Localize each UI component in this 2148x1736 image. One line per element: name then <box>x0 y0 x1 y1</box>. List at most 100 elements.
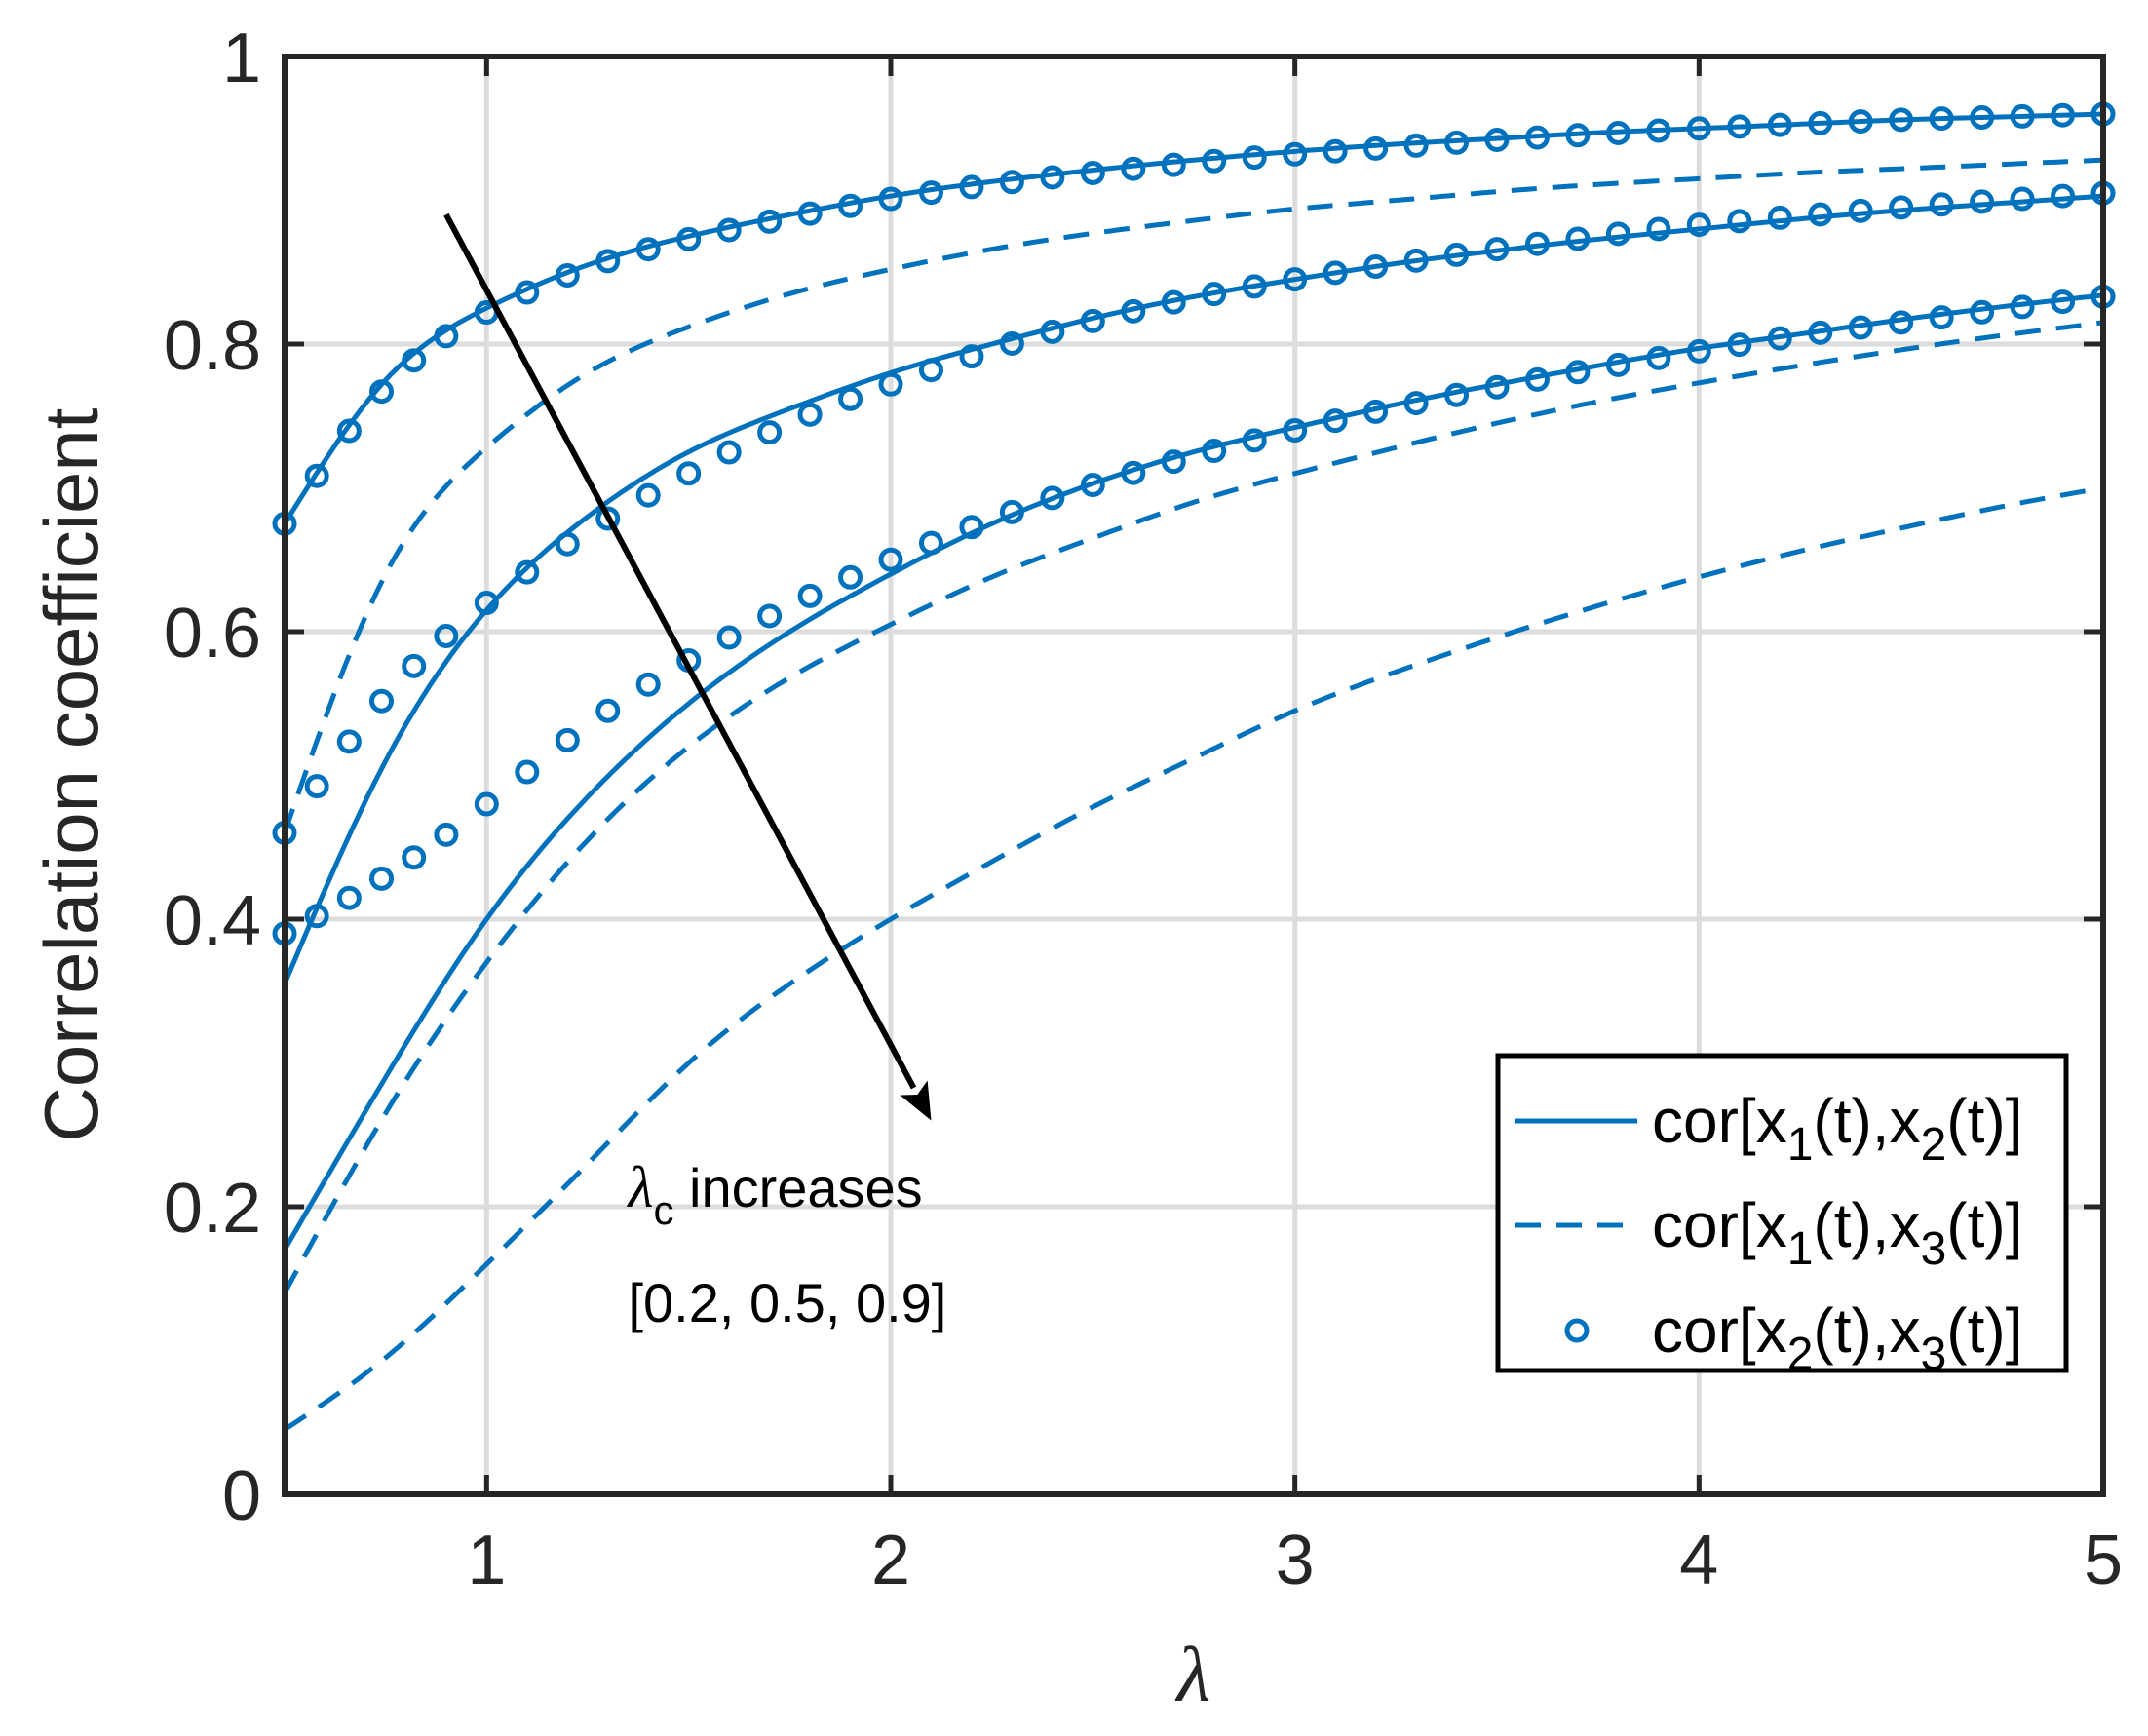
series-marker <box>1080 308 1105 333</box>
legend-entry-3-prefix: cor[x <box>1652 1295 1787 1366</box>
series-marker <box>2010 294 2035 320</box>
series-marker <box>1767 112 1792 137</box>
series-marker <box>369 379 395 405</box>
legend-entry-2-suffix: (t)] <box>1946 1190 2022 1260</box>
legend-entry-3-sub1: 2 <box>1787 1329 1814 1380</box>
series-marker <box>959 174 984 200</box>
series-marker <box>1121 298 1146 324</box>
series-marker <box>1444 130 1470 155</box>
series-marker <box>635 237 661 262</box>
series-marker <box>1484 237 1510 262</box>
x-tick-label: 4 <box>1679 1522 1718 1600</box>
series-marker <box>1524 366 1550 392</box>
series-marker <box>1646 216 1671 242</box>
x-tick-label: 1 <box>467 1522 506 1600</box>
series-marker <box>402 845 427 870</box>
y-tick-label: 0.4 <box>164 882 261 960</box>
series-marker <box>434 623 459 648</box>
series-marker <box>1283 267 1308 292</box>
series-marker <box>1727 332 1752 358</box>
series-marker <box>1283 418 1308 443</box>
series-marker <box>1444 242 1470 267</box>
legend-entry-2-mid: (t),x <box>1813 1190 1920 1260</box>
lambda-c-values-label: [0.2, 0.5, 0.9] <box>628 1272 946 1333</box>
series-marker <box>757 209 783 234</box>
series-marker <box>474 591 499 615</box>
series-marker <box>1283 141 1308 167</box>
series-marker <box>635 482 661 508</box>
x-axis-label: λ <box>1175 1633 1211 1718</box>
series-marker <box>304 904 329 929</box>
axis-tick-labels: 1 2 3 4 5 0 0.2 0.4 0.6 0.8 1 <box>164 19 2123 1600</box>
legend-entry-2-sub1: 1 <box>1787 1223 1814 1275</box>
y-tick-label: 0.2 <box>164 1170 261 1248</box>
series-marker <box>1161 289 1186 315</box>
legend-marker-sample <box>1564 1318 1590 1343</box>
series-marker <box>555 531 580 557</box>
series-marker <box>1889 310 1914 335</box>
legend: cor[x1(t),x2(t)] cor[x1(t),x3(t)] cor[x2… <box>1495 1053 2069 1380</box>
series-marker <box>676 226 702 251</box>
y-tick-label: 0.6 <box>164 595 261 673</box>
series-marker <box>878 371 903 397</box>
series-marker <box>1403 248 1429 273</box>
series-marker <box>1403 391 1429 416</box>
series-marker <box>1403 133 1429 158</box>
series-marker <box>1929 192 1954 217</box>
series-marker <box>1161 449 1186 475</box>
series-marker <box>1605 120 1630 145</box>
series-marker <box>1970 104 1995 130</box>
series-marker <box>797 402 823 427</box>
legend-entry-3-mid: (t),x <box>1813 1295 1920 1366</box>
solid-series-line <box>282 292 2104 1252</box>
series-marker <box>1848 315 1873 340</box>
solid-series-line <box>282 193 2104 985</box>
legend-entry-1-sub1: 1 <box>1787 1119 1814 1171</box>
annotation-layer: λc increases [0.2, 0.5, 0.9] <box>443 212 946 1333</box>
series-marker <box>1767 205 1792 230</box>
series-marker <box>716 440 742 465</box>
legend-entry-2-sub2: 3 <box>1921 1223 1947 1275</box>
series-marker <box>1970 299 1995 325</box>
series-marker <box>1970 189 1995 214</box>
series-marker <box>959 515 984 540</box>
series-marker <box>1080 160 1105 185</box>
series-marker <box>878 186 903 212</box>
series-marker <box>595 506 621 531</box>
dashed-series-line <box>282 320 2104 1294</box>
series-marker <box>838 386 863 411</box>
series-marker <box>918 530 943 556</box>
series-marker <box>1202 282 1227 307</box>
series-marker <box>1121 460 1146 485</box>
series-marker <box>1686 212 1711 238</box>
series-marker <box>2010 103 2035 129</box>
series-marker <box>716 217 742 243</box>
legend-entry-1-mid: (t),x <box>1813 1086 1920 1156</box>
series-marker <box>797 583 823 608</box>
series-marker <box>1646 118 1671 143</box>
series-marker <box>1889 195 1914 220</box>
legend-entry-1-suffix: (t)] <box>1946 1086 2022 1156</box>
series-marker <box>1605 221 1630 247</box>
x-tick-label: 3 <box>1276 1522 1315 1600</box>
y-tick-label: 0 <box>222 1457 261 1535</box>
series-marker <box>1323 138 1348 164</box>
legend-entry-3-sub2: 3 <box>1921 1329 1947 1380</box>
series-marker <box>1080 473 1105 498</box>
legend-entry-1-sub2: 2 <box>1921 1119 1947 1171</box>
series-marker <box>1363 135 1389 161</box>
series-marker <box>878 547 903 572</box>
y-axis-label: Correlation coefficient <box>28 407 114 1141</box>
series-marker <box>402 653 427 678</box>
solid-series-line <box>282 111 2104 525</box>
series-marker <box>999 170 1024 195</box>
series-marker <box>1929 305 1954 330</box>
series-marker <box>757 420 783 445</box>
series-marker <box>1242 274 1267 299</box>
series-marker <box>959 344 984 369</box>
series-marker <box>918 358 943 383</box>
series-marker <box>635 672 661 697</box>
series-marker <box>1646 345 1671 370</box>
series-marker <box>1524 231 1550 256</box>
